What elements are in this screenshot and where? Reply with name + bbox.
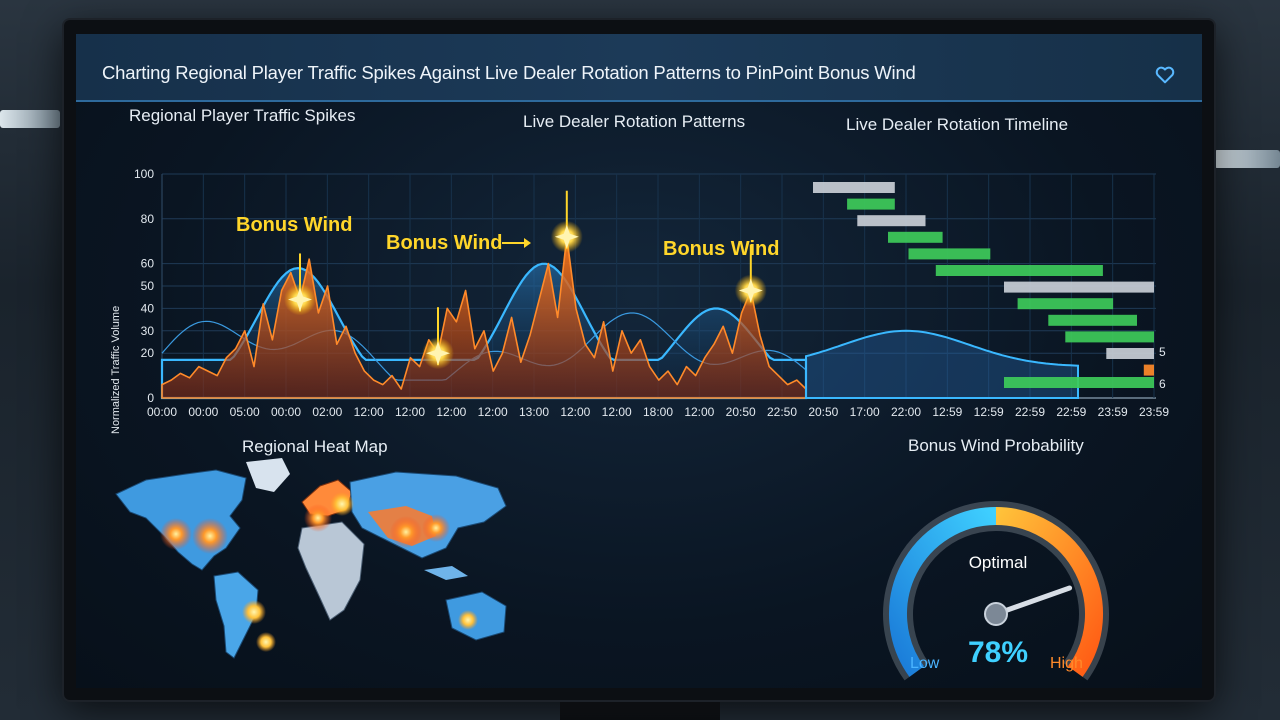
rotation-bar bbox=[847, 198, 895, 210]
rotation-bar bbox=[1106, 348, 1154, 359]
y-tick-label: 0 bbox=[147, 391, 154, 405]
y-tick-label: 30 bbox=[141, 324, 155, 338]
star-icon bbox=[426, 341, 450, 366]
africa-shape bbox=[297, 521, 365, 621]
dashboard-screen: Charting Regional Player Traffic Spikes … bbox=[76, 34, 1202, 688]
y-tick-label: 80 bbox=[141, 212, 155, 226]
timeline-number: 5 bbox=[1159, 345, 1166, 359]
x-tick-label: 12:00 bbox=[602, 405, 632, 419]
y-tick-label: 60 bbox=[141, 257, 155, 271]
timeline-number: 6 bbox=[1159, 377, 1166, 391]
x-tick-label: 23:59 bbox=[1139, 405, 1169, 419]
gauge-low-label: Low bbox=[910, 655, 940, 672]
greenland-shape bbox=[246, 458, 290, 492]
ceiling-light bbox=[1214, 150, 1280, 168]
needle-hub bbox=[984, 602, 1008, 626]
x-tick-label: 12:59 bbox=[974, 405, 1004, 419]
needle-line bbox=[993, 585, 1073, 617]
monitor-stand bbox=[560, 696, 720, 720]
star-icon bbox=[738, 278, 763, 303]
x-tick-label: 20:50 bbox=[808, 405, 838, 419]
bonus-highlights bbox=[284, 190, 767, 370]
rotation-bar bbox=[1065, 331, 1154, 343]
traffic-spike-area bbox=[161, 235, 807, 399]
ceiling-light bbox=[0, 110, 60, 128]
y-tick-label: 100 bbox=[134, 167, 154, 181]
hotspot-marker bbox=[160, 518, 192, 550]
x-tick-label: 00:00 bbox=[271, 405, 301, 419]
hotspot-marker bbox=[192, 518, 228, 554]
bonus-label: Bonus Wind bbox=[663, 238, 779, 260]
hotspot-marker bbox=[256, 632, 276, 652]
x-tick-label: 18:00 bbox=[643, 405, 673, 419]
x-axis-ticks: 00:00 00:00 05:00 00:00 02:00 12:00 12:00 12:00… bbox=[147, 405, 1169, 419]
x-tick-label: 12:00 bbox=[436, 405, 466, 419]
x-tick-label: 22:50 bbox=[767, 405, 797, 419]
dashboard-header: Charting Regional Player Traffic Spikes … bbox=[76, 34, 1202, 102]
rotation-bar bbox=[935, 265, 1103, 276]
rotation-panel-subtitle: Live Dealer Rotation Patterns bbox=[523, 112, 746, 131]
x-tick-label: 12:59 bbox=[932, 405, 962, 419]
x-tick-label: 23:59 bbox=[1098, 405, 1128, 419]
hotspot-marker bbox=[242, 600, 266, 624]
x-tick-label: 22:00 bbox=[891, 405, 921, 419]
rotation-bar bbox=[1004, 377, 1154, 388]
rotation-bar bbox=[888, 231, 943, 243]
dashboard-title: Charting Regional Player Traffic Spikes … bbox=[102, 62, 916, 83]
rotation-bar bbox=[1048, 314, 1137, 326]
hotspot-marker bbox=[330, 492, 354, 516]
rotation-bar bbox=[813, 182, 895, 193]
x-tick-label: 12:00 bbox=[684, 405, 714, 419]
x-tick-label: 12:00 bbox=[560, 405, 590, 419]
heart-icon[interactable] bbox=[1154, 64, 1176, 86]
x-tick-label: 22:59 bbox=[1015, 405, 1045, 419]
x-tick-label: 00:00 bbox=[147, 405, 177, 419]
heatmap-panel-title: Regional Heat Map bbox=[242, 437, 388, 456]
y-tick-label: 20 bbox=[141, 346, 155, 360]
y-axis-label: Normalized Traffic Volume bbox=[110, 306, 122, 434]
x-tick-label: 20:50 bbox=[726, 405, 756, 419]
y-tick-label: 50 bbox=[141, 279, 155, 293]
rotation-bar bbox=[908, 248, 991, 260]
gauge-status: Optimal bbox=[969, 553, 1028, 572]
bonus-label: Bonus Wind bbox=[386, 232, 502, 254]
gauge-high-label: High bbox=[1050, 655, 1083, 672]
traffic-panel-title: Regional Player Traffic Spikes bbox=[129, 106, 356, 125]
star-icon bbox=[554, 224, 579, 249]
rotation-timeline-bars bbox=[813, 182, 1154, 388]
x-tick-label: 22:59 bbox=[1056, 405, 1086, 419]
x-tick-label: 13:00 bbox=[519, 405, 549, 419]
rotation-bar bbox=[1004, 281, 1154, 293]
traffic-chart: 0 20 30 40 50 60 80 100 00:00 00:00 05:00 00:00 02:… bbox=[110, 167, 1169, 434]
probability-gauge: Optimal 78% Low High bbox=[883, 501, 1109, 681]
x-tick-label: 12:00 bbox=[354, 405, 384, 419]
y-tick-label: 40 bbox=[141, 301, 155, 315]
timeline-panel-title: Live Dealer Rotation Timeline bbox=[846, 115, 1069, 134]
x-tick-label: 02:00 bbox=[312, 405, 342, 419]
x-tick-label: 00:00 bbox=[188, 405, 218, 419]
x-tick-label: 12:00 bbox=[395, 405, 425, 419]
south-america-shape bbox=[213, 571, 259, 659]
hotspot-marker bbox=[458, 610, 478, 630]
rotation-bar bbox=[857, 215, 926, 227]
gauge-high-arc bbox=[995, 507, 1103, 677]
gauge-value: 78% bbox=[968, 636, 1028, 669]
star-icon bbox=[288, 287, 312, 312]
x-tick-label: 05:00 bbox=[230, 405, 260, 419]
world-heat-map bbox=[115, 458, 507, 659]
gauge-panel-title: Bonus Wind Probability bbox=[908, 436, 1084, 455]
y-axis-ticks: 0 20 30 40 50 60 80 100 bbox=[134, 167, 154, 405]
rotation-bar bbox=[1017, 298, 1114, 310]
gauge-needle bbox=[984, 585, 1073, 626]
rotation-bar bbox=[1143, 364, 1154, 376]
x-tick-label: 12:00 bbox=[478, 405, 508, 419]
x-tick-label: 17:00 bbox=[850, 405, 880, 419]
bonus-label: Bonus Wind bbox=[236, 214, 352, 236]
arrow-icon bbox=[502, 238, 531, 248]
indonesia-shape bbox=[424, 566, 468, 580]
gauge-low-arc bbox=[889, 507, 997, 677]
hotspot-marker bbox=[422, 514, 450, 542]
hotspot-marker bbox=[390, 516, 422, 548]
hotspot-marker bbox=[304, 504, 332, 532]
